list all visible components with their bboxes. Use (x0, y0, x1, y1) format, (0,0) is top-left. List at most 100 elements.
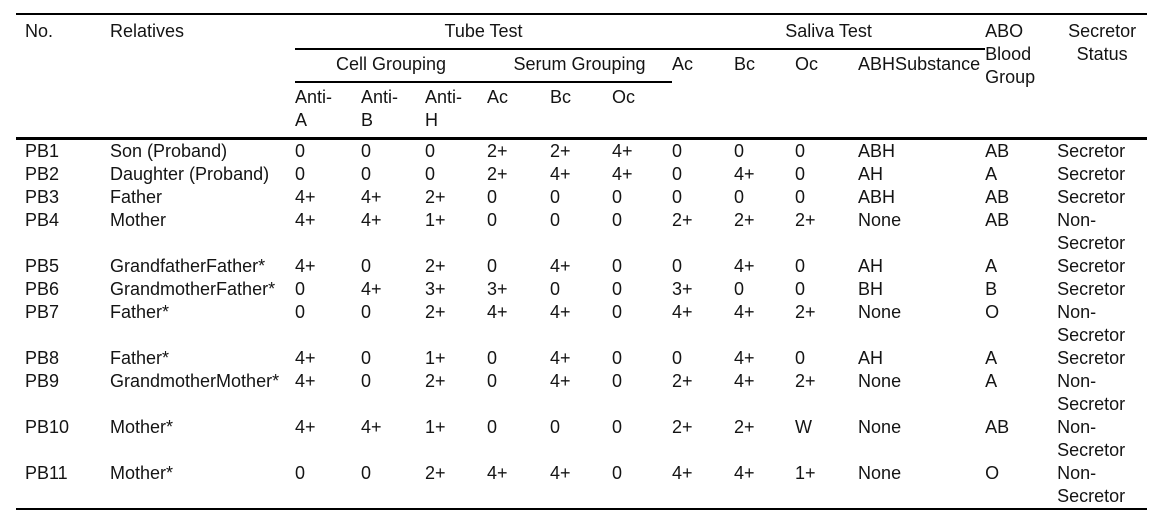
cell-serum-bc: 0 (550, 417, 561, 437)
cell-saliva-ac: 0 (672, 141, 683, 161)
cell-anti-a: 4+ (295, 256, 316, 276)
cell-saliva-bc: 2+ (734, 417, 755, 437)
cell-serum-ac: 0 (487, 187, 498, 207)
cell-anti-h: 1+ (425, 210, 446, 230)
cell-secretor: Secretor (1057, 348, 1126, 368)
cell-serum-bc: 4+ (550, 256, 571, 276)
cell-anti-b: 0 (361, 164, 372, 184)
cell-secretor: Secretor (1057, 141, 1126, 161)
cell-saliva-oc: 2+ (795, 371, 816, 391)
col-header-anti-a: Anti- A (295, 87, 333, 130)
cell-abo: O (985, 302, 1000, 322)
cell-anti-h: 0 (425, 141, 436, 161)
cell-no: PB11 (25, 463, 68, 483)
cell-relatives: Mother* (110, 417, 174, 437)
cell-anti-b: 0 (361, 256, 372, 276)
cell-secretor: Non-Secretor (1057, 417, 1126, 460)
cell-abo: AB (985, 417, 1010, 437)
cell-anti-h: 2+ (425, 302, 446, 322)
cell-abh-substance: None (858, 417, 902, 437)
cell-abo: AB (985, 141, 1010, 161)
cell-serum-oc: 0 (612, 210, 623, 230)
cell-serum-ac: 0 (487, 210, 498, 230)
header-row-subcolumns: Anti- A Anti- B Anti- H Ac Bc Oc (16, 82, 1147, 139)
cell-serum-oc: 0 (612, 256, 623, 276)
cell-serum-ac: 0 (487, 348, 498, 368)
cell-saliva-bc: 4+ (734, 302, 755, 322)
cell-serum-oc: 0 (612, 302, 623, 322)
cell-serum-bc: 4+ (550, 348, 571, 368)
cell-anti-b: 4+ (361, 279, 382, 299)
cell-serum-oc: 0 (612, 348, 623, 368)
cell-serum-bc: 2+ (550, 141, 571, 161)
cell-saliva-ac: 3+ (672, 279, 693, 299)
cell-abh-substance: BH (858, 279, 884, 299)
col-header-cell-grouping: Cell Grouping (295, 49, 487, 83)
col-header-no: No. (25, 21, 54, 41)
table-row: PB8 Father* 4+ 0 1+ 0 4+ 0 0 4+ 0 AH A Secretor (16, 347, 1147, 370)
col-header-saliva-test: Saliva Test (672, 14, 986, 50)
cell-serum-oc: 0 (612, 463, 623, 483)
col-header-abh-substance: ABHSubstance (858, 54, 981, 74)
cell-anti-b: 0 (361, 371, 372, 391)
cell-serum-ac: 2+ (487, 141, 508, 161)
cell-secretor: Secretor (1057, 164, 1126, 184)
cell-no: PB6 (25, 279, 60, 299)
cell-saliva-ac: 2+ (672, 210, 693, 230)
cell-abo: A (985, 348, 998, 368)
cell-anti-b: 4+ (361, 210, 382, 230)
table-header: No. Relatives Tube Test Saliva Test ABO … (16, 14, 1148, 139)
cell-saliva-bc: 4+ (734, 164, 755, 184)
cell-anti-a: 4+ (295, 187, 316, 207)
cell-serum-bc: 0 (550, 279, 561, 299)
col-header-saliva-oc: Oc (795, 54, 819, 74)
cell-saliva-bc: 4+ (734, 348, 755, 368)
cell-saliva-bc: 2+ (734, 210, 755, 230)
cell-anti-a: 4+ (295, 348, 316, 368)
cell-no: PB8 (25, 348, 60, 368)
table-row: PB6 GrandmotherFather* 0 4+ 3+ 3+ 0 0 3+ 0 0 BH B Sec… (16, 278, 1147, 301)
cell-no: PB1 (25, 141, 60, 161)
cell-saliva-bc: 4+ (734, 256, 755, 276)
col-header-relatives: Relatives (110, 21, 185, 41)
cell-anti-a: 0 (295, 141, 306, 161)
cell-saliva-oc: 0 (795, 279, 806, 299)
cell-serum-oc: 0 (612, 371, 623, 391)
table-body: PB1 Son (Proband) 0 0 0 2+ 2+ 4+ 0 0 0 ABH AB Secreto… (16, 139, 1147, 510)
cell-abo: A (985, 371, 998, 391)
cell-serum-oc: 0 (612, 279, 623, 299)
cell-serum-oc: 0 (612, 417, 623, 437)
table-row: PB2 Daughter (Proband) 0 0 0 2+ 4+ 4+ 0 4+ 0 AH A Sec… (16, 163, 1147, 186)
cell-saliva-ac: 2+ (672, 371, 693, 391)
cell-anti-b: 0 (361, 463, 372, 483)
cell-saliva-oc: 2+ (795, 210, 816, 230)
cell-anti-h: 3+ (425, 279, 446, 299)
cell-serum-ac: 4+ (487, 302, 508, 322)
cell-serum-oc: 0 (612, 187, 623, 207)
cell-no: PB3 (25, 187, 60, 207)
table-row: PB4 Mother 4+ 4+ 1+ 0 0 0 2+ 2+ 2+ None AB Non-Secret… (16, 209, 1147, 255)
cell-relatives: Father (110, 187, 163, 207)
col-header-serum-grouping: Serum Grouping (487, 49, 673, 83)
cell-anti-h: 1+ (425, 348, 446, 368)
table-row: PB9 GrandmotherMother* 4+ 0 2+ 0 4+ 0 2+ 4+ 2+ None… (16, 370, 1147, 416)
cell-secretor: Non-Secretor (1057, 371, 1126, 414)
cell-anti-h: 2+ (425, 256, 446, 276)
cell-anti-a: 0 (295, 463, 306, 483)
col-header-anti-h: Anti- H (425, 87, 463, 130)
cell-secretor: Non-Secretor (1057, 210, 1126, 253)
cell-abo: AB (985, 210, 1010, 230)
col-header-secretor-status: Secretor Status (1068, 21, 1137, 64)
cell-secretor: Secretor (1057, 279, 1126, 299)
cell-anti-a: 4+ (295, 210, 316, 230)
cell-no: PB5 (25, 256, 60, 276)
col-header-saliva-bc: Bc (734, 54, 756, 74)
col-header-serum-ac: Ac (487, 87, 509, 107)
cell-saliva-bc: 0 (734, 141, 745, 161)
cell-abo: A (985, 256, 998, 276)
col-header-serum-bc: Bc (550, 87, 572, 107)
cell-saliva-oc: 2+ (795, 302, 816, 322)
cell-serum-bc: 4+ (550, 371, 571, 391)
cell-serum-ac: 3+ (487, 279, 508, 299)
cell-relatives: Daughter (Proband) (110, 164, 270, 184)
